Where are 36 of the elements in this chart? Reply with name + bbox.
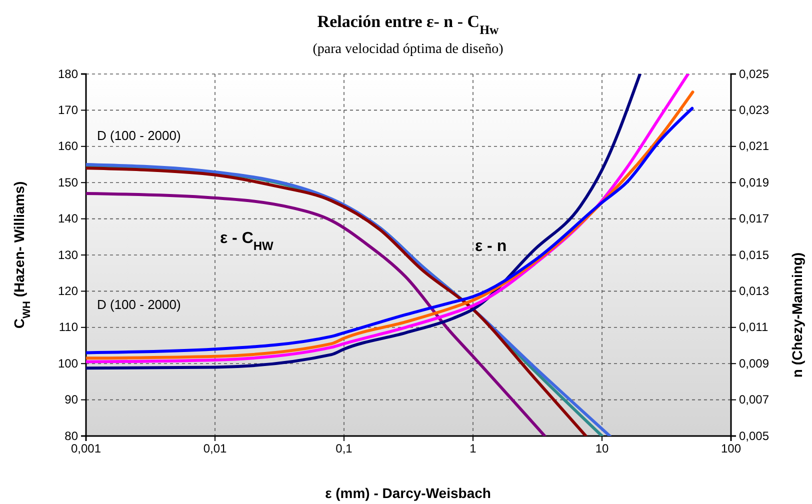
y2-tick-label: 0,009 (739, 356, 770, 370)
x-tick-label: 10 (595, 442, 609, 456)
y2-tick-label: 0,021 (739, 139, 770, 154)
y2-tick-label: 0,007 (739, 392, 770, 407)
y2-axis-title: n (Chezy-Manning) (789, 252, 805, 378)
annotation: ε - C$_{HW}$ (220, 230, 274, 253)
chart-title: Relación entre ε- n - C$_{Hw}$ (317, 12, 500, 37)
y-tick-label: 130 (58, 248, 78, 262)
y-tick-label: 80 (64, 428, 78, 443)
y2-tick-label: 0,023 (739, 103, 770, 118)
y2-tick-label: 0,005 (739, 428, 770, 443)
y2-tick-label: 0,011 (739, 320, 768, 334)
y-tick-label: 110 (58, 320, 78, 334)
y-tick-label: 170 (58, 103, 78, 118)
x-tick-label: 100 (720, 442, 742, 456)
y-tick-label: 100 (58, 356, 78, 370)
y2-tick-label: 0,015 (739, 248, 770, 262)
y-tick-label: 160 (58, 139, 78, 154)
x-tick-label: 1 (470, 442, 477, 456)
y-tick-label: 180 (58, 66, 78, 81)
y2-tick-label: 0,025 (739, 66, 770, 81)
y-tick-label: 140 (58, 212, 78, 226)
y2-tick-label: 0,013 (739, 284, 770, 298)
x-tick-label: 0,01 (203, 442, 227, 456)
x-tick-label: 0,001 (70, 442, 102, 456)
x-tick-label: 0,1 (336, 442, 353, 456)
annotation: ε - n (475, 238, 507, 255)
x-axis-title: ε (mm) - Darcy-Weisbach (325, 485, 491, 501)
chart-subtitle: (para velocidad óptima de diseño) (312, 42, 504, 57)
annotation: D (100 - 2000) (97, 128, 181, 143)
y-tick-label: 150 (58, 175, 78, 190)
annotation: D (100 - 2000) (97, 297, 181, 312)
y-tick-label: 120 (58, 284, 78, 298)
y2-tick-label: 0,019 (739, 175, 770, 190)
y-tick-label: 90 (64, 392, 78, 407)
y2-tick-label: 0,017 (739, 212, 770, 226)
